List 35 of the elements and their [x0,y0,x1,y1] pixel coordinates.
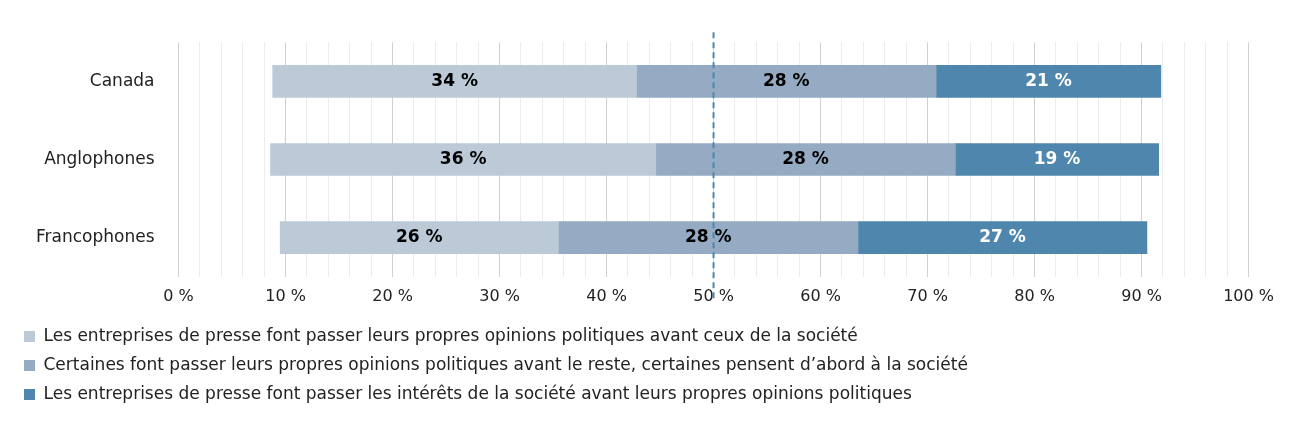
data-label: 28 % [684,226,732,247]
data-label: 26 % [395,226,443,247]
x-tick-label: 50 % [693,285,734,305]
bar [272,64,637,98]
x-tick-label: 60 % [800,285,841,305]
x-tick-label: 100 % [1223,285,1274,305]
data-label: 36 % [439,147,487,168]
x-tick-label: 40 % [586,285,627,305]
y-tick-label: Anglophones [44,147,155,168]
bar [279,221,559,255]
data-label: 21 % [1025,69,1072,90]
bar [955,143,1160,176]
x-tick-label: 0 % [163,285,194,305]
data-label: 34 % [431,69,478,90]
x-tick-label: 80 % [1014,285,1055,305]
bar [270,143,657,176]
x-tick-label: 70 % [907,285,948,305]
x-tick-label: 10 % [265,285,306,305]
legend-label: Certaines font passer leurs propres opinions politiques avant le reste, certaines pensent d’abord à la société [43,353,968,374]
data-label: 28 % [763,69,810,90]
bar [935,64,1162,98]
bar [655,143,956,176]
legend-label: Les entreprises de presse font passer les intérêts de la société avant leurs propres opinions politiques [43,382,912,403]
bar [636,64,937,98]
y-tick-label: Canada [89,69,155,90]
bar [558,221,859,255]
bar [857,221,1148,255]
data-label: 19 % [1033,147,1081,168]
x-tick-label: 90 % [1121,285,1162,305]
data-label: 28 % [782,147,829,168]
x-tick-label: 20 % [372,285,413,305]
data-label: 27 % [979,226,1026,247]
x-tick-label: 30 % [479,285,520,305]
y-tick-label: Francophones [36,226,155,247]
legend-label: Les entreprises de presse font passer leurs propres opinions politiques avant ceux de la société [43,324,858,345]
